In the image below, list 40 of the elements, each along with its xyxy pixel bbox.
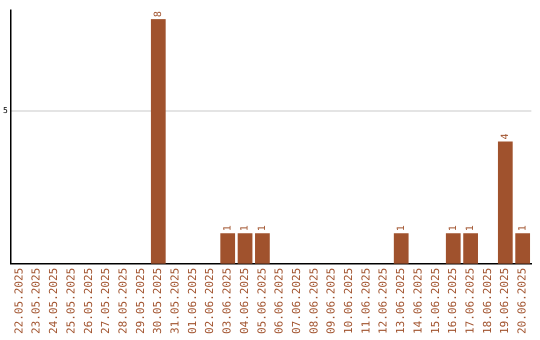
x-tick-label: 03.06.2025: [220, 268, 234, 334]
x-tick-label: 20.06.2025: [516, 268, 529, 334]
x-tick-label: 18.06.2025: [480, 268, 494, 334]
x-tick-label: 25.05.2025: [64, 268, 78, 334]
x-tick-label: 16.06.2025: [446, 268, 460, 334]
x-tick-label: 09.06.2025: [324, 268, 338, 334]
x-tick-label: 17.06.2025: [463, 268, 476, 334]
x-tick-label: 06.06.2025: [272, 268, 286, 334]
data-label: 1: [465, 225, 476, 232]
x-tick-label: 15.06.2025: [428, 268, 442, 334]
y-tick-label: 5: [2, 106, 8, 115]
x-tick-label: 29.05.2025: [134, 268, 147, 334]
x-tick-label: 26.05.2025: [82, 268, 95, 334]
x-tick-label: 01.06.2025: [186, 268, 199, 334]
data-label: 1: [257, 225, 268, 232]
x-tick-label: 12.06.2025: [376, 268, 390, 334]
x-tick-label: 05.06.2025: [255, 268, 268, 334]
x-tick-label: 31.05.2025: [168, 268, 182, 334]
x-tick-label: 08.06.2025: [307, 268, 320, 334]
x-tick-label: 28.05.2025: [116, 268, 130, 334]
x-tick-label: 10.06.2025: [342, 268, 356, 334]
x-tick-label: 30.05.2025: [151, 268, 164, 334]
x-tick-label: 23.05.2025: [30, 268, 43, 334]
x-tick-label: 11.06.2025: [359, 268, 372, 334]
data-label: 1: [517, 225, 528, 232]
x-tick-label: 13.06.2025: [394, 268, 408, 334]
data-label: 1: [448, 225, 459, 232]
data-label: 1: [222, 225, 234, 232]
x-tick-label: 24.05.2025: [47, 268, 60, 334]
x-tick-label: 04.06.2025: [238, 268, 251, 334]
x-tick-label: 14.06.2025: [411, 268, 424, 334]
x-tick-label: 22.05.2025: [12, 268, 26, 334]
data-label: 8: [152, 11, 164, 18]
x-tick-label: 07.06.2025: [290, 268, 303, 334]
x-tick-label: 19.06.2025: [498, 268, 512, 334]
data-label: 1: [240, 225, 251, 232]
data-label: 1: [396, 225, 407, 232]
x-tick-label: 02.06.2025: [203, 268, 216, 334]
x-tick-label: 27.05.2025: [99, 268, 112, 334]
data-label: 4: [500, 133, 511, 140]
